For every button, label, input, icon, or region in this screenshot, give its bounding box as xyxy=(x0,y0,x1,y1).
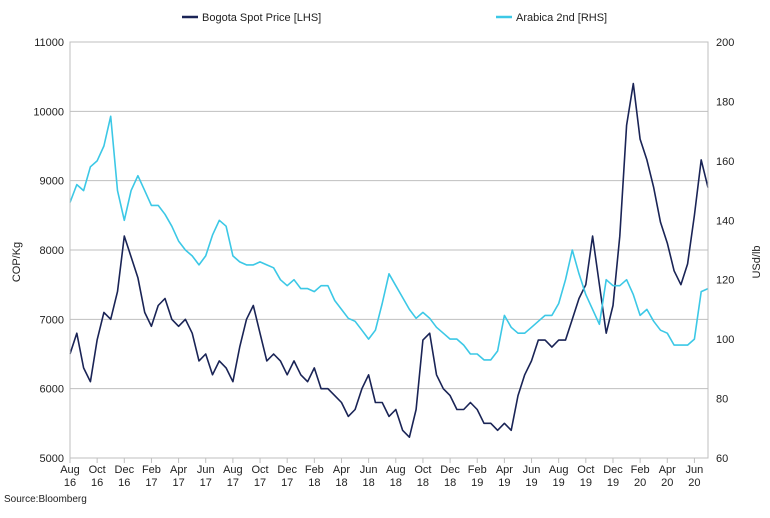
x-tick-label: Feb 20 xyxy=(631,464,650,489)
series-line-1 xyxy=(69,82,709,438)
left-tick-label: 11000 xyxy=(34,37,64,49)
x-tick-label: Aug 18 xyxy=(386,464,406,489)
x-tick-label: Apr 18 xyxy=(333,464,350,489)
left-tick-label: 5000 xyxy=(40,453,64,465)
plot-frame xyxy=(69,41,709,459)
left-tick-label: 8000 xyxy=(40,245,64,257)
x-tick-label: Feb 17 xyxy=(142,464,161,489)
x-tick-label: Apr 17 xyxy=(170,464,187,489)
right-tick-label: 100 xyxy=(716,334,734,346)
left-tick-label: 10000 xyxy=(33,106,64,118)
x-tick-label: Aug 17 xyxy=(223,464,243,489)
right-tick-label: 80 xyxy=(716,394,728,406)
y-axis-right-label: USd/lb xyxy=(751,245,763,278)
legend-label-1: Bogota Spot Price [LHS] xyxy=(202,12,321,24)
right-tick-label: 120 xyxy=(716,275,734,287)
x-tick-label: Feb 19 xyxy=(468,464,487,489)
x-tick-label: Oct 18 xyxy=(414,464,431,489)
right-tick-label: 200 xyxy=(716,37,734,49)
x-axis-ticks: Aug 16 Oct 16 Dec 16 Feb 17 Apr 17 Jun 17 Aug 17 Oct 17… xyxy=(60,458,703,489)
legend: Bogota Spot Price [LHS] Arabica 2nd [RHS] xyxy=(182,12,607,24)
x-tick-label: Jun 20 xyxy=(686,464,704,489)
x-tick-label: Dec 19 xyxy=(603,464,623,489)
x-tick-label: Jun 19 xyxy=(523,464,541,489)
x-tick-label: Apr 19 xyxy=(496,464,513,489)
x-tick-label: Dec 17 xyxy=(277,464,297,489)
x-tick-label: Feb 18 xyxy=(305,464,324,489)
right-tick-label: 60 xyxy=(716,453,728,465)
x-tick-label: Jun 17 xyxy=(197,464,215,489)
gridlines xyxy=(70,41,708,459)
left-axis-ticks: 5000 6000 7000 8000 9000 10000 11000 xyxy=(33,37,64,465)
x-tick-label: Dec 18 xyxy=(440,464,460,489)
series-lines xyxy=(69,82,709,438)
x-tick-label: Aug 19 xyxy=(549,464,569,489)
right-tick-label: 160 xyxy=(716,156,734,168)
x-tick-label: Apr 20 xyxy=(659,464,676,489)
y-axis-left-label: COP/Kg xyxy=(11,242,23,282)
x-tick-label: Oct 16 xyxy=(89,464,106,489)
source-note: Source:Bloomberg xyxy=(4,494,87,505)
left-tick-label: 7000 xyxy=(40,314,64,326)
left-tick-label: 6000 xyxy=(40,384,64,396)
series-line-2 xyxy=(69,115,709,361)
legend-label-2: Arabica 2nd [RHS] xyxy=(516,12,607,24)
right-tick-label: 140 xyxy=(716,215,734,227)
x-tick-label: Aug 16 xyxy=(60,464,80,489)
x-tick-label: Oct 17 xyxy=(251,464,268,489)
x-tick-label: Jun 18 xyxy=(360,464,378,489)
x-tick-label: Dec 16 xyxy=(115,464,135,489)
right-axis-ticks: 60 80 100 120 140 160 180 200 xyxy=(716,37,734,465)
right-tick-label: 180 xyxy=(716,96,734,108)
left-tick-label: 9000 xyxy=(40,176,64,188)
x-tick-label: Oct 19 xyxy=(577,464,594,489)
